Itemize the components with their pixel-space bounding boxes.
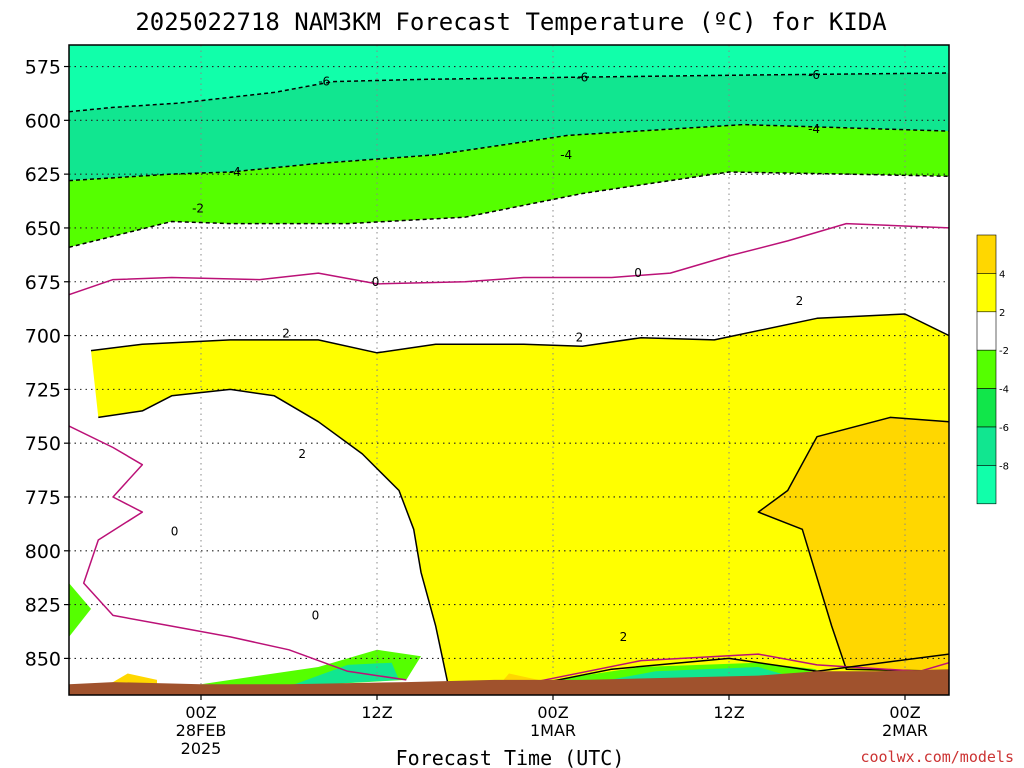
x-tick-label: 1MAR — [530, 721, 576, 740]
contour-label: 2 — [298, 447, 306, 461]
contour-line — [69, 222, 949, 296]
contour-label: -4 — [808, 122, 820, 136]
y-tick-label: 850 — [25, 648, 61, 670]
y-tick-label: 800 — [25, 541, 61, 563]
temperature-region — [289, 662, 399, 687]
contour-line — [494, 653, 949, 694]
contour-line — [757, 416, 949, 673]
contour-line — [90, 313, 949, 354]
contour-label: -6 — [576, 70, 588, 84]
contour-labels: -6 -6 -6 -4 -4 -4 -2 0 0 2 2 2 2 0 0 2 — [171, 68, 820, 644]
legend-label: -4 — [999, 385, 1009, 396]
y-tick-label: 750 — [25, 433, 61, 455]
x-tick-label: 2025 — [181, 739, 222, 758]
contour-label: 0 — [171, 524, 179, 538]
temperature-region — [69, 73, 949, 181]
x-tick-label: 00Z — [537, 703, 568, 722]
contour-label: -6 — [808, 68, 820, 82]
x-tick-label: 00Z — [889, 703, 920, 722]
contour-label: 2 — [620, 630, 628, 644]
contour-line — [69, 171, 949, 249]
legend-swatch — [976, 349, 997, 389]
terrain — [69, 669, 949, 695]
temperature-contours — [69, 72, 949, 695]
grid-lines — [69, 45, 949, 695]
contour-label: 2 — [796, 294, 804, 308]
legend-swatch — [976, 465, 997, 505]
contour-line — [69, 425, 407, 681]
contour-label: 0 — [312, 608, 320, 622]
x-tick-label: 2MAR — [882, 721, 928, 740]
y-tick-label: 825 — [25, 595, 61, 617]
watermark: coolwx.com/models — [860, 748, 1014, 766]
legend-label: 4 — [999, 269, 1005, 280]
x-tick-label: 12Z — [713, 703, 744, 722]
legend-label: -6 — [999, 423, 1009, 434]
y-tick-label: 625 — [25, 164, 61, 186]
x-tick-label: 28FEB — [176, 721, 227, 740]
contour-line — [98, 388, 452, 695]
y-tick-label: 600 — [25, 110, 61, 132]
x-axis-label: Forecast Time (UTC) — [396, 746, 625, 768]
y-axis-ticks: 575 600 625 650 675 700 725 750 775 800 825 850 — [25, 57, 69, 670]
contour-label: 0 — [634, 266, 642, 280]
contour-label: -6 — [318, 75, 330, 89]
x-tick-label: 00Z — [185, 703, 216, 722]
terrain-polygon — [69, 669, 949, 695]
temperature-region — [69, 583, 91, 637]
x-tick-label: 12Z — [361, 703, 392, 722]
contour-line — [69, 123, 949, 182]
legend-label: 2 — [999, 308, 1005, 319]
y-tick-label: 675 — [25, 272, 61, 294]
color-legend: 4 2 -2 -4 -6 -8 — [976, 234, 1009, 505]
contour-line — [523, 653, 949, 685]
contour-label: 0 — [372, 275, 380, 289]
y-tick-label: 775 — [25, 487, 61, 509]
legend-swatch — [976, 234, 997, 274]
plot-frame — [68, 44, 950, 696]
y-tick-label: 650 — [25, 218, 61, 240]
contour-label: 2 — [576, 331, 584, 345]
legend-label: -8 — [999, 461, 1009, 472]
legend-swatch — [976, 311, 997, 351]
contour-label: -4 — [560, 148, 572, 162]
legend-swatch — [976, 426, 997, 466]
contour-label: -2 — [192, 202, 204, 216]
temperature-region — [91, 314, 949, 695]
legend-swatch — [976, 388, 997, 428]
temperature-region — [597, 667, 788, 683]
y-tick-label: 725 — [25, 379, 61, 401]
chart-title: 2025022718 NAM3KM Forecast Temperature (… — [135, 8, 887, 36]
contour-label: -4 — [229, 165, 241, 179]
contour-label: 2 — [282, 326, 290, 340]
legend-label: -2 — [999, 346, 1009, 357]
temperature-region — [758, 417, 949, 672]
y-tick-label: 575 — [25, 57, 61, 79]
contour-line — [69, 72, 949, 113]
legend-swatch — [976, 273, 997, 313]
y-tick-label: 700 — [25, 326, 61, 348]
